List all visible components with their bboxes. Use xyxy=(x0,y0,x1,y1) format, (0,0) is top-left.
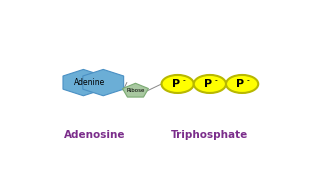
Text: Adenosine: Adenosine xyxy=(64,130,125,140)
Text: Adenine: Adenine xyxy=(74,78,105,87)
Polygon shape xyxy=(83,69,124,96)
Polygon shape xyxy=(123,83,148,97)
Text: -: - xyxy=(247,76,250,86)
Text: Triphosphate: Triphosphate xyxy=(171,130,249,140)
Text: -: - xyxy=(215,76,218,86)
Circle shape xyxy=(226,75,258,93)
Text: -: - xyxy=(182,76,185,86)
Circle shape xyxy=(194,75,226,93)
Text: P: P xyxy=(172,79,180,89)
Circle shape xyxy=(162,75,194,93)
Text: Ribose: Ribose xyxy=(126,88,145,93)
Polygon shape xyxy=(63,69,104,96)
Text: P: P xyxy=(204,79,212,89)
Text: P: P xyxy=(236,79,244,89)
